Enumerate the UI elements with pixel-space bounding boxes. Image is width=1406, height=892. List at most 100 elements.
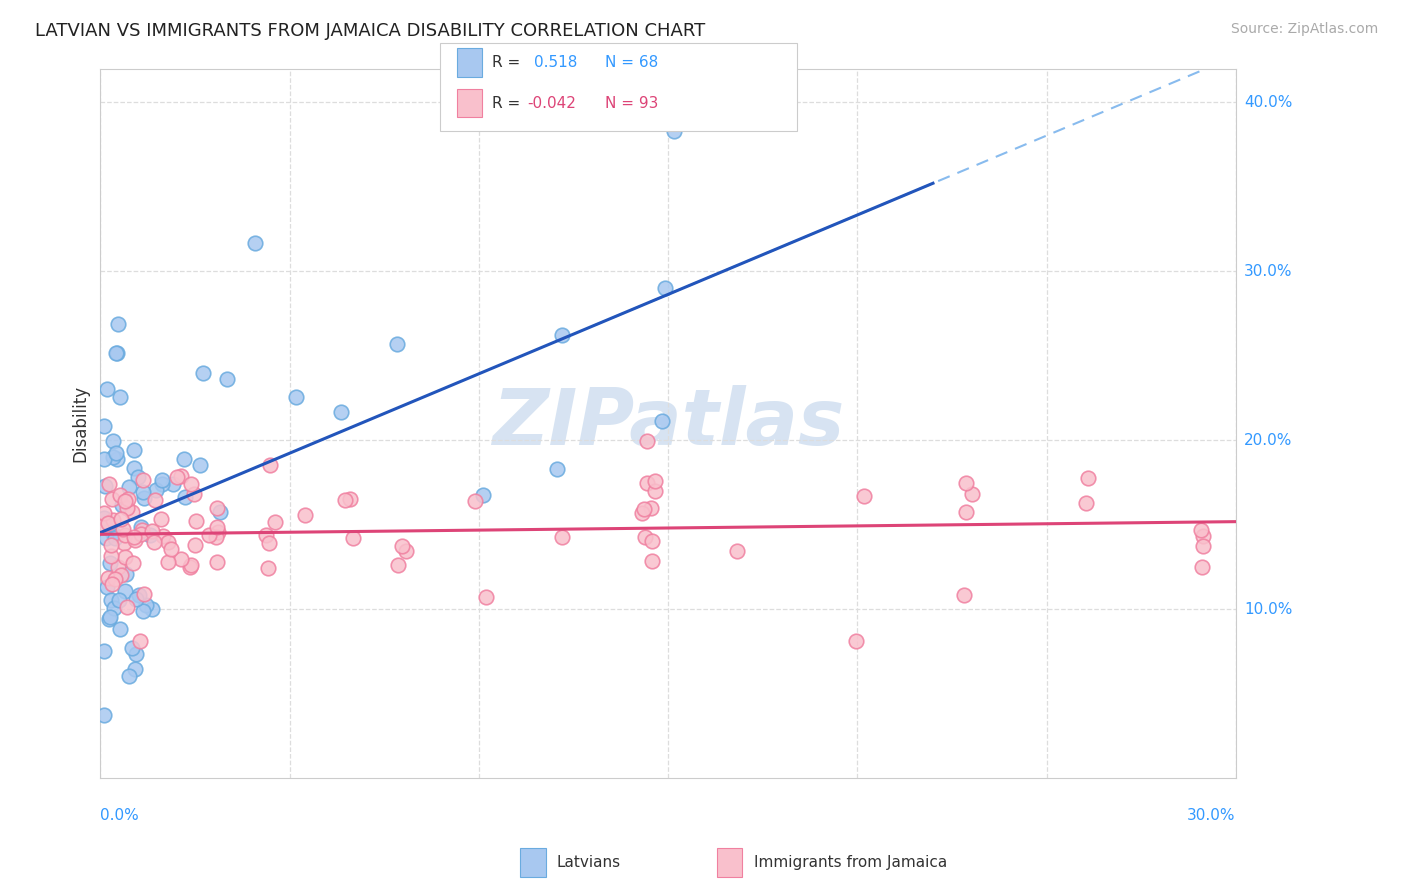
Point <box>103 572 125 586</box>
Point <box>93 708 115 723</box>
Point <box>101 527 124 541</box>
Point <box>141 524 163 539</box>
Point <box>93 518 115 533</box>
Point <box>101 450 124 465</box>
Point <box>121 504 143 518</box>
Text: ZIPatlas: ZIPatlas <box>492 385 844 461</box>
Y-axis label: Disability: Disability <box>72 384 89 462</box>
Point <box>114 494 136 508</box>
Text: Source: ZipAtlas.com: Source: ZipAtlas.com <box>1230 22 1378 37</box>
Point <box>1191 529 1213 543</box>
Point <box>100 549 122 563</box>
Text: 0.0%: 0.0% <box>100 808 139 823</box>
Point <box>387 336 409 351</box>
Point <box>209 505 232 519</box>
Point <box>207 524 229 539</box>
Point <box>1076 496 1098 510</box>
Point <box>254 527 277 541</box>
Point <box>129 520 152 534</box>
Point <box>132 473 155 487</box>
Point <box>124 662 146 676</box>
Point <box>953 589 976 603</box>
Point <box>122 556 145 570</box>
Point <box>103 601 125 615</box>
Point <box>118 669 141 683</box>
Point <box>256 561 278 575</box>
Point <box>101 491 124 506</box>
Point <box>464 494 486 508</box>
Point <box>640 500 662 515</box>
Point <box>104 446 127 460</box>
Point <box>475 591 498 605</box>
Point <box>101 434 124 449</box>
Point <box>93 506 115 520</box>
Point <box>169 469 191 483</box>
Text: 20.0%: 20.0% <box>1244 433 1292 448</box>
Text: -0.042: -0.042 <box>527 95 576 111</box>
Point <box>122 461 145 475</box>
Point <box>215 371 238 385</box>
Point <box>93 419 115 434</box>
Point <box>472 488 495 502</box>
Point <box>107 317 129 331</box>
Point <box>845 634 868 648</box>
Point <box>101 577 124 591</box>
Point <box>188 458 211 472</box>
Point <box>342 531 364 545</box>
Point <box>333 492 356 507</box>
Point <box>124 442 146 457</box>
Text: 10.0%: 10.0% <box>1244 601 1292 616</box>
Point <box>170 551 193 566</box>
Point <box>143 535 166 549</box>
Point <box>141 602 163 616</box>
Point <box>115 599 138 614</box>
Point <box>727 544 749 558</box>
Point <box>150 512 173 526</box>
Point <box>644 474 666 488</box>
Point <box>108 390 131 404</box>
Point <box>198 528 221 542</box>
Point <box>125 592 148 607</box>
Point <box>284 390 307 404</box>
Point <box>1191 559 1213 574</box>
Point <box>93 511 115 525</box>
Point <box>96 580 118 594</box>
Point <box>651 414 673 428</box>
Text: 40.0%: 40.0% <box>1244 95 1292 110</box>
Point <box>180 558 202 573</box>
Point <box>641 533 664 548</box>
Point <box>129 634 152 648</box>
Text: 30.0%: 30.0% <box>1187 808 1236 823</box>
Point <box>132 604 155 618</box>
Point <box>640 554 662 568</box>
Point <box>391 539 413 553</box>
Point <box>127 470 149 484</box>
Point <box>546 462 568 476</box>
Point <box>115 500 138 515</box>
Point <box>180 476 202 491</box>
Point <box>1191 539 1213 553</box>
Point <box>100 592 122 607</box>
Point <box>156 555 179 569</box>
Point <box>152 529 174 543</box>
Point <box>96 382 118 396</box>
Point <box>112 522 135 536</box>
Point <box>100 538 122 552</box>
Point <box>166 469 188 483</box>
Point <box>662 124 685 138</box>
Point <box>114 549 136 564</box>
Text: LATVIAN VS IMMIGRANTS FROM JAMAICA DISABILITY CORRELATION CHART: LATVIAN VS IMMIGRANTS FROM JAMAICA DISAB… <box>35 22 706 40</box>
Point <box>631 506 654 520</box>
Point <box>634 530 657 544</box>
Point <box>110 568 132 582</box>
Point <box>124 648 146 662</box>
Point <box>395 543 418 558</box>
Point <box>97 516 120 530</box>
Point <box>205 520 228 534</box>
Point <box>94 531 117 545</box>
Text: R =: R = <box>492 95 520 111</box>
Point <box>132 485 155 500</box>
Point <box>101 513 124 527</box>
Point <box>955 505 977 519</box>
Point <box>654 281 676 295</box>
